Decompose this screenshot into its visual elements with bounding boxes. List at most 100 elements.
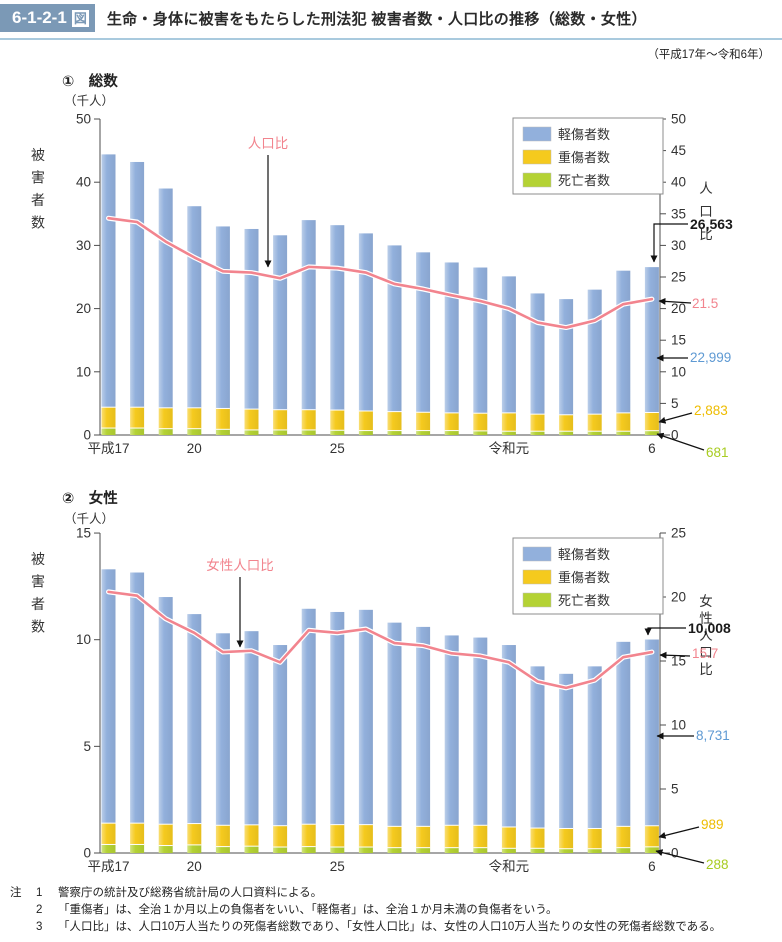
legend-label: 死亡者数 [558,593,610,608]
bar-stack [273,235,288,435]
left-axis-title: 被害者数 [31,551,45,635]
figure-number: 6-1-2-1 [12,8,67,27]
svg-text:0: 0 [83,846,91,861]
svg-text:0: 0 [671,846,679,861]
svg-text:10: 10 [76,364,91,379]
annotation-deaths: 288 [706,857,729,872]
bar-stack [530,293,545,435]
svg-text:30: 30 [671,238,686,253]
figure-header: 6-1-2-1 図 生命・身体に被害をもたらした刑法犯 被害者数・人口比の推移（… [0,0,782,40]
note-prefix [10,919,36,936]
bars-group [101,154,659,435]
trend-line [106,589,655,691]
bar-stack [616,641,631,853]
svg-text:6: 6 [648,441,656,456]
bar-stack [187,614,202,853]
bar-stack [244,228,259,435]
bar-stack [301,220,316,435]
legend-swatch [522,126,552,142]
legend-label: 重傷者数 [558,150,610,165]
bar-stack [187,206,202,435]
svg-text:35: 35 [671,206,686,221]
bar-stack [387,622,402,853]
svg-text:40: 40 [76,175,91,190]
legend-label: 軽傷者数 [558,127,610,142]
bar-stack [330,225,345,435]
left-axis-tick-labels: 0 5 10 15 [76,526,91,861]
svg-text:令和元: 令和元 [489,859,530,874]
bar-stack [616,270,631,435]
svg-text:0: 0 [671,428,679,443]
svg-text:女性人口比: 女性人口比 [206,557,274,573]
bar-stack [444,262,459,435]
legend-swatch [522,569,552,585]
legend-label: 死亡者数 [558,173,610,188]
svg-text:40: 40 [671,175,686,190]
right-axis-title: 女性人口比 [699,593,713,677]
bar-stack [559,673,574,853]
legend-label: 重傷者数 [558,570,610,585]
bar-stack [215,226,230,435]
svg-text:人口比: 人口比 [248,136,289,151]
svg-text:25: 25 [671,270,686,285]
unit-label: （千人） [64,94,114,108]
legend-label: 軽傷者数 [558,547,610,562]
bar-stack [644,267,659,435]
annotation-deaths: 681 [706,445,729,460]
bar-stack [559,299,574,435]
line-label: 人口比 [248,136,289,268]
right-axis-tick-labels: 0 5 10 15 20 25 30 35 40 45 50 [671,112,686,443]
bar-stack [501,276,516,435]
bar-stack [358,233,373,435]
chart-total-subtitle: ① 総数 [62,74,118,90]
note-row: 2 「重傷者」は、全治１か月以上の負傷者をいい、「軽傷者」は、全治１か月未満の負傷… [10,902,721,919]
svg-text:10: 10 [671,364,686,379]
svg-text:20: 20 [76,301,91,316]
left-axis-tick-labels: 0 10 20 30 40 50 [76,112,91,443]
annotation-rate: 21.5 [692,296,718,311]
note-prefix [10,902,36,919]
right-axis-tick-labels: 0 5 10 15 20 25 [671,526,686,861]
bar-stack [501,645,516,853]
bar-stack [473,637,488,853]
svg-text:20: 20 [671,301,686,316]
svg-text:10: 10 [671,718,686,733]
svg-text:6: 6 [648,859,656,874]
svg-text:50: 50 [76,112,91,127]
notes: 注 1 警察庁の統計及び総務省統計局の人口資料による。 2 「重傷者」は、全治１か月以上… [10,885,721,936]
annotation-total: 26,563 [690,216,733,232]
trend-line [106,215,655,331]
x-axis-labels: 平成17 20 25 令和元 6 [87,859,655,874]
svg-text:5: 5 [671,782,679,797]
bar-stack [330,611,345,853]
bar-stack [358,609,373,853]
line-label: 女性人口比 [206,557,274,648]
svg-text:15: 15 [76,526,91,541]
svg-text:15: 15 [671,333,686,348]
note-row: 3 「人口比」は、人口10万人当たりの死傷者総数であり、「女性人口比」は、女性の人… [10,919,721,936]
note-text: 警察庁の統計及び総務省統計局の人口資料による。 [58,887,323,899]
bar-stack [387,245,402,435]
note-row: 注 1 警察庁の統計及び総務省統計局の人口資料による。 [10,885,721,902]
svg-text:20: 20 [671,590,686,605]
note-number: 2 [36,904,43,916]
svg-text:50: 50 [671,112,686,127]
annotation-rate: 15.7 [692,646,718,661]
bar-stack [101,569,116,853]
svg-text:30: 30 [76,238,91,253]
svg-text:5: 5 [83,739,91,754]
svg-text:20: 20 [187,441,202,456]
legend-swatch [522,546,552,562]
figure-header-bar: 6-1-2-1 図 生命・身体に被害をもたらした刑法犯 被害者数・人口比の推移（… [0,0,782,40]
svg-text:45: 45 [671,143,686,158]
bar-stack [273,645,288,853]
bar-stack [301,608,316,853]
bar-stack [530,666,545,853]
chart-total: 0 10 20 30 40 50 0 5 10 15 20 25 30 35 40 45 50 （千人） 被害者数 人… [31,94,733,460]
figure-suffix: 図 [71,9,89,27]
bar-stack [158,597,173,853]
bar-stack [215,633,230,853]
bar-stack [158,188,173,435]
